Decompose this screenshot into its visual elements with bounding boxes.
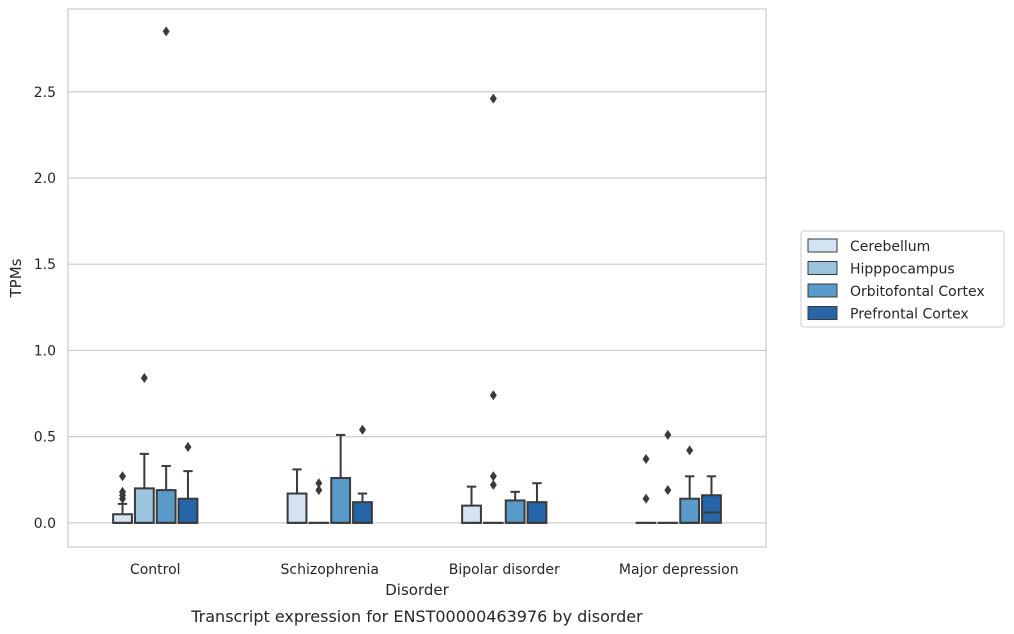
box-1-2: [330, 433, 352, 524]
legend-label: Hipppocampus: [850, 262, 955, 278]
y-axis-label: TPMs: [7, 258, 25, 298]
outlier-point: [489, 93, 497, 104]
y-tick-label: 1.0: [34, 343, 56, 359]
outlier-point: [489, 471, 497, 482]
box-body: [504, 499, 526, 524]
legend-frame: [800, 230, 1005, 328]
box-body: [526, 501, 548, 524]
box-body: [286, 492, 308, 524]
legend-swatch: [807, 306, 838, 320]
legend-label: Cerebellum: [850, 239, 930, 255]
box-body: [352, 501, 373, 524]
box-body: [155, 489, 177, 524]
box-body: [701, 494, 722, 524]
outlier-point: [140, 373, 148, 384]
box-2-2: [504, 490, 526, 524]
box-body: [461, 504, 482, 524]
chart-title: Transcript expression for ENST0000046397…: [190, 607, 643, 626]
box-2-0: [461, 485, 482, 524]
plot-frame: [67, 8, 767, 548]
x-tick-labels: Control Schizophrenia Bipolar disorder Majo…: [130, 562, 739, 578]
x-tick-label: Schizophrenia: [281, 562, 379, 578]
outlier-point: [642, 493, 650, 504]
box-0-1: [133, 373, 155, 524]
box-2-3: [526, 482, 548, 524]
legend: Cerebellum Hipppocampus Orbitofontal Corte…: [800, 230, 1005, 328]
y-tick-label: 2.5: [34, 85, 56, 101]
box-body: [177, 497, 199, 524]
box-1-3: [352, 424, 373, 524]
outlier-point: [686, 445, 694, 456]
box-3-3: [701, 475, 722, 524]
outlier-point: [315, 485, 323, 496]
x-tick-label: Control: [130, 562, 181, 578]
box-3-2: [679, 445, 701, 524]
legend-label: Prefrontal Cortex: [850, 307, 969, 323]
outlier-point: [358, 424, 366, 435]
box-0-3: [177, 441, 199, 524]
y-tick-label: 0.5: [34, 430, 56, 446]
box-2-1: [482, 93, 504, 524]
legend-swatch: [807, 238, 838, 253]
outlier-point: [489, 479, 497, 490]
box-body: [330, 477, 352, 524]
outlier-point: [664, 485, 672, 496]
box-1-0: [286, 468, 308, 524]
box-1-1: [308, 478, 330, 524]
y-tick-label: 0.0: [34, 516, 56, 532]
x-axis-label: Disorder: [385, 581, 449, 599]
outlier-point: [119, 486, 127, 497]
outlier-point: [489, 390, 497, 401]
y-tick-label: 1.5: [34, 257, 56, 273]
box-body: [679, 497, 701, 524]
x-tick-label: Bipolar disorder: [449, 562, 560, 578]
outlier-point: [162, 26, 170, 37]
box-body: [112, 513, 133, 524]
box-0-2: [155, 26, 177, 524]
outlier-point: [184, 441, 192, 452]
outlier-point: [315, 478, 323, 489]
box-3-1: [657, 429, 679, 524]
box-body: [133, 487, 155, 524]
legend-label: Orbitofontal Cortex: [850, 284, 985, 300]
box-0-0: [112, 471, 133, 524]
legend-swatch: [807, 261, 838, 275]
grid-lines: [68, 91, 766, 524]
outlier-point: [119, 471, 127, 482]
x-tick-label: Major depression: [619, 562, 739, 578]
y-tick-label: 2.0: [34, 171, 56, 187]
outlier-point: [664, 429, 672, 440]
y-tick-labels: 0.0 0.5 1.0 1.5 2.0 2.5: [34, 85, 56, 532]
box-plot-marks: [112, 26, 722, 524]
outlier-point: [642, 454, 650, 465]
box-3-0: [635, 454, 657, 524]
legend-swatch: [807, 283, 838, 298]
